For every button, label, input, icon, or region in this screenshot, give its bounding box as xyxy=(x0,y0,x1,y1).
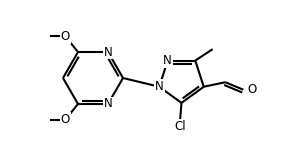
Text: Cl: Cl xyxy=(174,120,186,133)
Text: N: N xyxy=(103,98,112,110)
Text: O: O xyxy=(61,30,70,43)
Text: N: N xyxy=(103,46,112,58)
Text: N: N xyxy=(155,80,164,93)
Text: O: O xyxy=(61,113,70,126)
Text: N: N xyxy=(164,54,172,67)
Text: O: O xyxy=(247,83,256,96)
